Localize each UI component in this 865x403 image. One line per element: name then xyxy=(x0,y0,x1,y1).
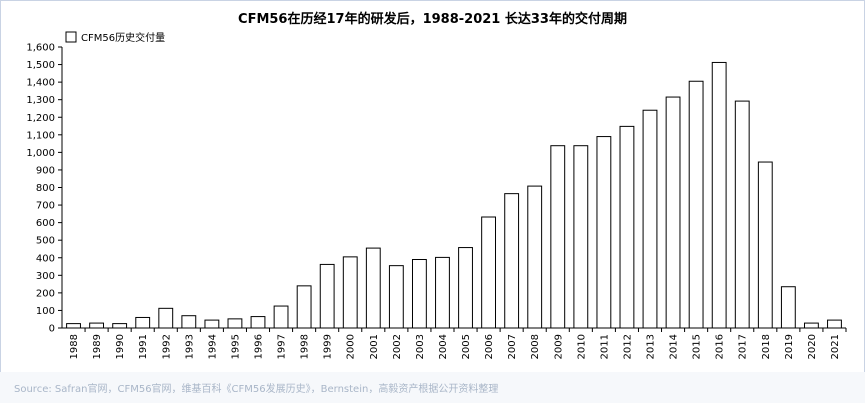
x-tick-label: 1994 xyxy=(207,334,218,359)
x-tick-label: 2011 xyxy=(599,334,610,359)
x-tick-label: 2014 xyxy=(669,334,680,359)
x-tick-label: 2021 xyxy=(830,334,841,359)
x-tick-label: 1988 xyxy=(69,334,80,359)
bar-2012 xyxy=(619,125,635,329)
bar-2018 xyxy=(757,161,773,329)
bar-1988 xyxy=(66,323,81,329)
bar-1991 xyxy=(135,316,151,329)
x-tick-label: 1998 xyxy=(300,334,311,359)
bar-1996 xyxy=(250,316,266,329)
bar-2015 xyxy=(688,80,704,329)
x-tick-label: 1991 xyxy=(138,334,149,359)
bar-1995 xyxy=(227,318,243,329)
x-tick-label: 2009 xyxy=(553,334,564,359)
bar-2016 xyxy=(711,61,727,329)
bar-2013 xyxy=(642,109,658,329)
bar-1992 xyxy=(158,307,174,329)
bar-1999 xyxy=(319,263,335,329)
bar-1998 xyxy=(296,285,312,329)
y-tick-label: 1,000 xyxy=(26,148,55,159)
bar-2008 xyxy=(527,185,543,329)
x-tick-label: 2019 xyxy=(784,334,795,359)
x-tick-label: 1992 xyxy=(161,334,172,359)
bars xyxy=(66,61,842,329)
y-tick-label: 600 xyxy=(36,218,55,229)
y-tick-label: 500 xyxy=(36,236,55,247)
legend-swatch xyxy=(65,31,77,43)
source-note: Source: Safran官网，CFM56官网，维基百科《CFM56发展历史》… xyxy=(14,384,499,395)
y-tick-label: 1,400 xyxy=(26,78,55,89)
x-tick-label: 2000 xyxy=(346,334,357,359)
y-tick-label: 300 xyxy=(36,271,55,282)
y-tick-label: 700 xyxy=(36,201,55,212)
x-tick-label: 1989 xyxy=(92,334,103,359)
x-tick-label: 1993 xyxy=(184,334,195,359)
x-tick-label: 2016 xyxy=(715,334,726,359)
y-tick-label: 0 xyxy=(49,324,55,335)
bar-2001 xyxy=(365,247,381,329)
x-axis: 1988 1989 1990 1991 1992 1993 1994 1995 1996 1997… xyxy=(62,327,847,359)
footer-band xyxy=(0,372,865,403)
x-tick-label: 2015 xyxy=(692,334,703,359)
x-tick-label: 2006 xyxy=(484,334,495,359)
y-axis: 0 100 200 300 400 500 600 700 800 900 1,000 1,100 1,… xyxy=(26,43,63,335)
x-tick-label: 2005 xyxy=(461,334,472,359)
bar-2021 xyxy=(827,319,842,329)
y-tick-label: 1,300 xyxy=(26,95,55,106)
bar-2005 xyxy=(458,247,473,329)
chart-title: CFM56在历经17年的研发后，1988-2021 长达33年的交付周期 xyxy=(238,12,627,27)
x-tick-label: 1990 xyxy=(115,334,126,359)
x-tick-label: 1997 xyxy=(277,334,288,359)
bar-1997 xyxy=(273,305,289,329)
bar-2019 xyxy=(780,286,796,329)
y-tick-label: 200 xyxy=(36,288,55,299)
y-tick-label: 100 xyxy=(36,306,55,317)
y-tick-label: 1,500 xyxy=(26,60,55,71)
bar-2014 xyxy=(665,96,681,329)
y-tick-label: 1,200 xyxy=(26,113,55,124)
bar-1993 xyxy=(181,315,197,329)
y-tick-label: 900 xyxy=(36,165,55,176)
x-tick-label: 1996 xyxy=(254,334,265,359)
bar-2009 xyxy=(550,145,566,329)
y-tick-label: 400 xyxy=(36,253,55,264)
bar-2010 xyxy=(573,145,589,329)
bar-2020 xyxy=(803,322,819,329)
x-tick-label: 2003 xyxy=(415,334,426,359)
x-tick-label: 2007 xyxy=(507,334,518,359)
bar-2003 xyxy=(411,259,427,329)
bar-2006 xyxy=(481,216,497,329)
x-tick-label: 2010 xyxy=(576,334,587,359)
x-tick-label: 2012 xyxy=(622,334,633,359)
bar-2000 xyxy=(342,256,358,329)
bar-2017 xyxy=(734,100,750,329)
bar-2002 xyxy=(388,265,404,329)
bar-2011 xyxy=(596,136,612,329)
x-tick-label: 1999 xyxy=(323,334,334,359)
y-tick-label: 1,100 xyxy=(26,130,55,141)
x-tick-label: 1995 xyxy=(230,334,241,359)
bar-2004 xyxy=(435,256,450,329)
x-tick-label: 2001 xyxy=(369,334,380,359)
x-tick-label: 2017 xyxy=(738,334,749,359)
x-tick-label: 2013 xyxy=(646,334,657,359)
x-tick-label: 2002 xyxy=(392,334,403,359)
x-tick-label: 2018 xyxy=(761,334,772,359)
y-tick-label: 1,600 xyxy=(26,43,55,54)
bar-1994 xyxy=(204,319,220,329)
legend: CFM56历史交付量 xyxy=(65,31,165,44)
bar-1989 xyxy=(89,322,105,329)
x-tick-label: 2008 xyxy=(530,334,541,359)
x-tick-label: 2004 xyxy=(438,334,449,359)
y-tick-label: 800 xyxy=(36,183,55,194)
bar-1990 xyxy=(112,323,128,329)
bar-2007 xyxy=(504,193,520,329)
legend-label: CFM56历史交付量 xyxy=(81,31,165,44)
x-tick-label: 2020 xyxy=(807,334,818,359)
